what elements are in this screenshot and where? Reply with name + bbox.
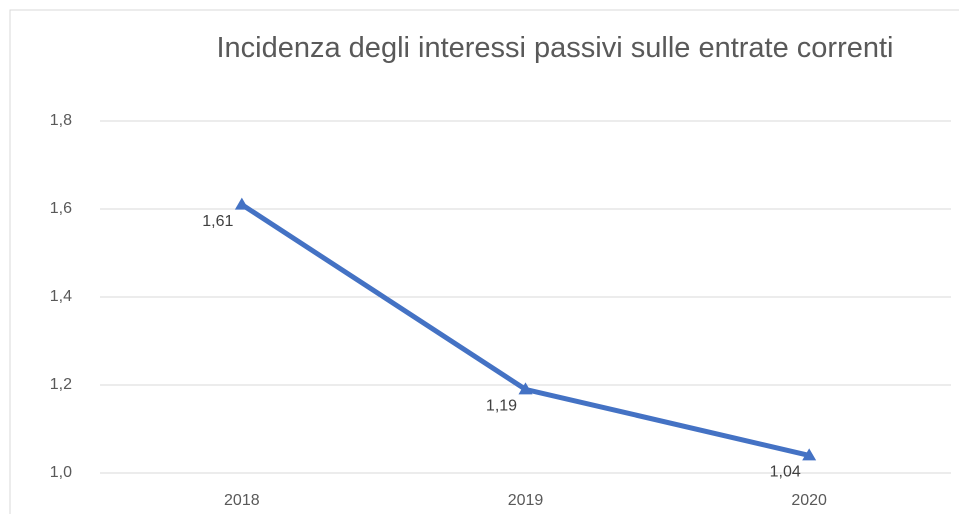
- data-label: 1,19: [486, 398, 517, 415]
- data-label: 1,04: [770, 464, 801, 481]
- chart-title: Incidenza degli interessi passivi sulle …: [216, 32, 894, 64]
- chart-border: [9, 9, 959, 514]
- y-tick-label: 1,4: [50, 288, 72, 305]
- y-tick-label: 1,0: [50, 464, 72, 481]
- marker: [802, 448, 817, 461]
- x-tick-label: 2020: [791, 492, 827, 509]
- marker: [518, 382, 533, 395]
- data-label: 1,61: [202, 213, 233, 230]
- y-tick-label: 1,6: [50, 200, 72, 217]
- x-tick-label: 2018: [224, 492, 260, 509]
- y-tick-label: 1,2: [50, 376, 72, 393]
- marker: [234, 197, 249, 210]
- y-tick-label: 1,8: [50, 112, 72, 129]
- x-tick-label: 2019: [508, 492, 544, 509]
